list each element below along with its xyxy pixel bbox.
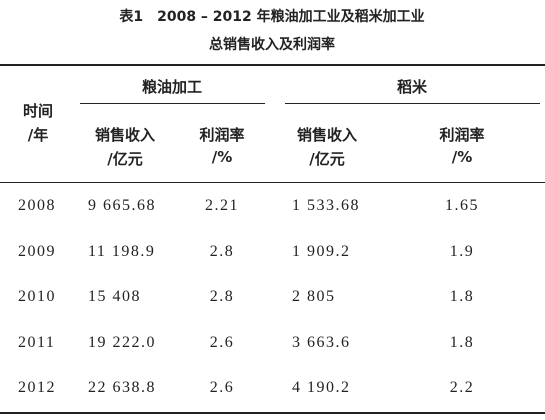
- column-header: 利润率: [439, 126, 485, 144]
- value-cell: 4 190.2: [292, 379, 351, 396]
- column-header: /%: [211, 148, 233, 166]
- caption-title: 2008 – 2012 年粮油加工业及稻米加工业: [157, 9, 425, 25]
- value-cell: 2.6: [209, 333, 235, 351]
- caption-line: 表1 2008 – 2012 年粮油加工业及稻米加工业: [119, 6, 424, 26]
- value-cell: 11 198.9: [88, 242, 156, 260]
- value-cell: 2.2: [449, 379, 475, 396]
- time-header: 时间: [22, 102, 54, 120]
- group-rule: [285, 103, 540, 104]
- caption-label: 表1: [119, 9, 144, 25]
- value-cell: 2.8: [209, 288, 235, 305]
- value-cell: 3 663.6: [292, 333, 351, 351]
- top-rule: [0, 64, 545, 66]
- column-header: /%: [451, 148, 473, 166]
- value-cell: 1 909.2: [292, 242, 351, 260]
- year-cell: 2011: [18, 333, 56, 351]
- value-cell: 1.8: [449, 288, 475, 305]
- value-cell: 9 665.68: [88, 197, 156, 214]
- column-header: /亿元: [309, 150, 345, 168]
- group-header: 稻米: [396, 78, 428, 96]
- value-cell: 1.9: [449, 242, 475, 260]
- value-cell: 2.8: [209, 242, 235, 260]
- caption-title: 总销售收入及利润率: [209, 37, 335, 53]
- year-cell: 2012: [18, 379, 56, 396]
- value-cell: 1 533.68: [292, 197, 360, 214]
- value-cell: 1.8: [449, 333, 475, 351]
- column-header: 销售收入: [94, 126, 156, 144]
- value-cell: 19 222.0: [88, 333, 156, 351]
- value-cell: 15 408: [88, 288, 141, 305]
- year-cell: 2009: [18, 242, 56, 260]
- year-cell: 2010: [18, 288, 56, 305]
- column-header: 利润率: [199, 126, 245, 144]
- bottom-rule: [0, 412, 545, 414]
- value-cell: 2.21: [205, 197, 239, 214]
- year-cell: 2008: [18, 197, 56, 214]
- value-cell: 22 638.8: [88, 379, 156, 396]
- value-cell: 1.65: [445, 197, 479, 214]
- column-header: 销售收入: [296, 126, 358, 144]
- header-rule: [0, 182, 545, 183]
- group-rule: [80, 103, 265, 104]
- column-header: /亿元: [107, 150, 143, 168]
- time-header: /年: [27, 126, 49, 144]
- group-header: 粮油加工: [141, 78, 203, 96]
- value-cell: 2.6: [209, 379, 235, 396]
- value-cell: 2 805: [292, 288, 336, 305]
